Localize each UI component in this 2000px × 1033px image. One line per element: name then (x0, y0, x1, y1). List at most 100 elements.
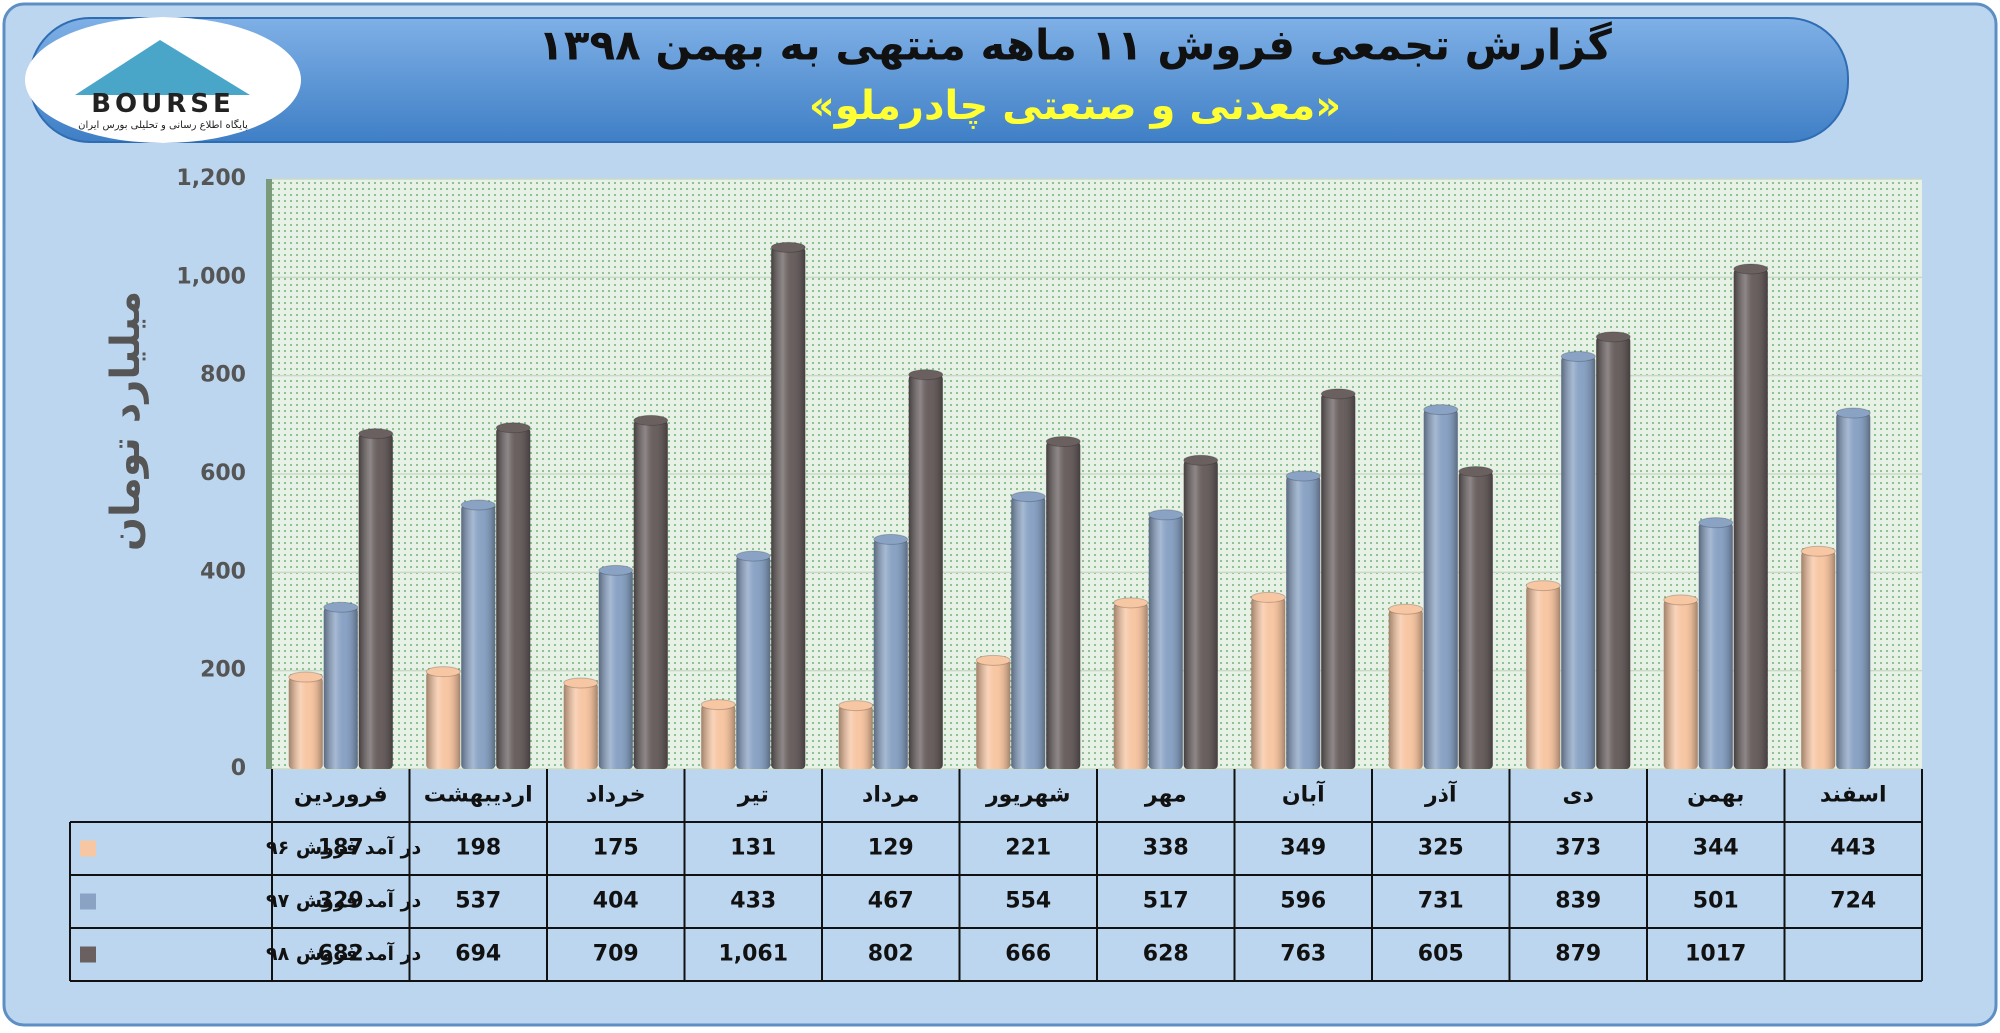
table-cell: 709 (593, 942, 639, 967)
bar-shade (1148, 514, 1183, 769)
bar-shade (323, 607, 358, 769)
bar-shade (461, 504, 496, 769)
legend-label: در آمد فروش ۹۸ (266, 941, 422, 965)
bar-shade (1801, 551, 1836, 769)
bar-cap (425, 666, 461, 678)
bar-shade (1321, 393, 1356, 769)
table-cell: 221 (1005, 836, 1051, 861)
bar-cap (460, 499, 496, 511)
bar-shade (1836, 413, 1871, 769)
bar-shade (1286, 475, 1321, 769)
bar-shade (1596, 336, 1631, 769)
table-cell: 537 (455, 889, 501, 914)
bar-cap (1835, 407, 1871, 419)
bar-shade (1183, 460, 1218, 769)
x-tick-label: اسفند (1820, 783, 1887, 808)
bar-cap (1285, 470, 1321, 482)
table-cell: 605 (1418, 942, 1464, 967)
table-cell: 131 (730, 836, 776, 861)
bar-cap (563, 677, 599, 689)
table-cell: 1,061 (718, 942, 788, 967)
legend-label: در آمد فروش ۹۶ (266, 835, 422, 859)
table-cell: 879 (1555, 942, 1601, 967)
bar-cap (1045, 436, 1081, 448)
bar-shade (701, 704, 736, 769)
bar-cap (770, 241, 806, 253)
legend-marker (80, 893, 96, 910)
bar-cap (358, 428, 394, 440)
table-cell: 724 (1830, 889, 1876, 914)
y-tick-label: 1,200 (176, 166, 246, 191)
bar-shade (598, 570, 633, 769)
bar-cap (1733, 263, 1769, 275)
bar-cap (1663, 594, 1699, 606)
table-cell: 373 (1555, 836, 1601, 861)
x-tick-label: فروردین (294, 783, 388, 808)
legend-marker (80, 946, 96, 963)
x-tick-label: خرداد (586, 783, 646, 808)
bar-cap (598, 564, 634, 576)
table-cell: 839 (1555, 889, 1601, 914)
bar-cap (1800, 545, 1836, 557)
table-cell: 682 (318, 942, 364, 967)
table-cell: 443 (1830, 836, 1876, 861)
table-cell: 349 (1280, 836, 1326, 861)
table-cell: 329 (318, 889, 364, 914)
table-cell: 763 (1280, 942, 1326, 967)
table-cell: 802 (868, 942, 914, 967)
table-cell: 338 (1143, 836, 1189, 861)
bar-shade (1458, 471, 1493, 769)
table-cell: 596 (1280, 889, 1326, 914)
x-tick-label: مهر (1144, 783, 1187, 808)
table-cell: 554 (1005, 889, 1051, 914)
table-cell: 187 (318, 836, 364, 861)
chart-subtitle: «معدنی و صنعتی چادرملو» (809, 83, 1341, 129)
table-cell: 1017 (1685, 942, 1746, 967)
bar-shade (1113, 602, 1148, 769)
bar-shade (976, 660, 1011, 769)
y-tick-label: 1,000 (176, 264, 246, 289)
bar-cap (1010, 491, 1046, 503)
bar-cap (1250, 591, 1286, 603)
bar-shade (1663, 599, 1698, 769)
y-tick-label: 400 (200, 559, 246, 584)
bar-shade (426, 671, 461, 769)
x-tick-label: آذر (1424, 780, 1457, 808)
bar-cap (1423, 404, 1459, 416)
x-tick-label: دی (1563, 783, 1594, 808)
bar-cap (1183, 454, 1219, 466)
x-tick-label: اردیبهشت (424, 783, 533, 808)
bar-cap (323, 601, 359, 613)
table-cell: 501 (1693, 889, 1739, 914)
bar-cap (633, 414, 669, 426)
bar-shade (358, 433, 393, 769)
bar-cap (838, 700, 874, 712)
bar-shade (563, 682, 598, 769)
bar-shade (1251, 597, 1286, 769)
table-cell: 628 (1143, 942, 1189, 967)
bar-cap (288, 671, 324, 683)
bar-cap (1148, 509, 1184, 521)
bar-cap (975, 654, 1011, 666)
table-cell: 175 (593, 836, 639, 861)
bar-cap (1113, 597, 1149, 609)
logo-text: BOURSE (91, 89, 235, 119)
bar-shade (288, 677, 323, 769)
bar-shade (1046, 441, 1081, 769)
bar-shade (908, 374, 943, 769)
bar-shade (771, 247, 806, 769)
bar-shade (633, 420, 668, 769)
table-cell: 433 (730, 889, 776, 914)
bar-cap (1595, 331, 1631, 343)
table-cell: 731 (1418, 889, 1464, 914)
table-cell: 198 (455, 836, 501, 861)
x-tick-label: شهریور (985, 783, 1071, 808)
table-cell: 344 (1693, 836, 1739, 861)
x-tick-label: مرداد (862, 783, 919, 808)
bar-cap (1388, 603, 1424, 615)
y-axis-label: میلیارد تومان (103, 291, 149, 551)
table-cell: 325 (1418, 836, 1464, 861)
x-tick-label: آبان (1282, 780, 1325, 808)
bar-shade (838, 705, 873, 769)
